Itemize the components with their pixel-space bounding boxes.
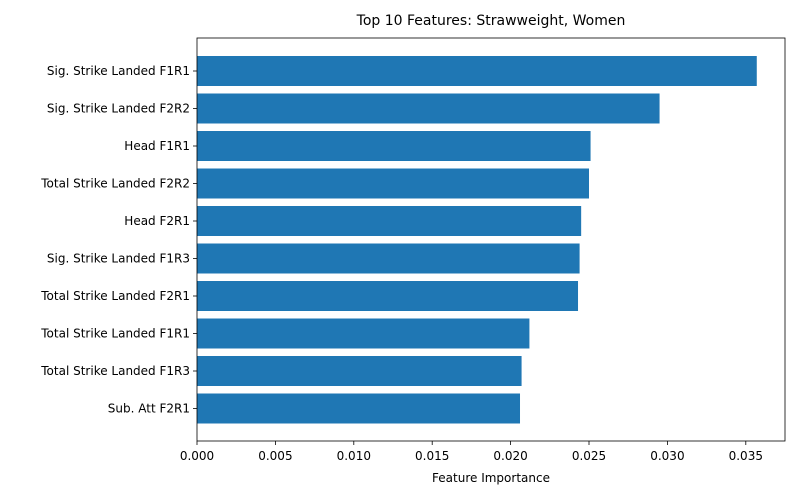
y-tick-label: Total Strike Landed F2R2 (40, 177, 190, 191)
bar (197, 318, 530, 349)
x-tick-label: 0.015 (415, 449, 449, 463)
y-tick-label: Head F1R1 (124, 139, 190, 153)
x-axis-label: Feature Importance (432, 471, 550, 485)
bar (197, 56, 757, 86)
bar (197, 206, 582, 236)
x-tick-label: 0.010 (337, 449, 371, 463)
bars-group (197, 56, 757, 424)
y-tick-label: Sub. Att F2R1 (108, 402, 190, 416)
y-axis: Sig. Strike Landed F1R1 Sig. Strike Lande… (40, 64, 197, 416)
y-tick-label: Sig. Strike Landed F2R2 (47, 102, 190, 116)
x-tick-label: 0.020 (493, 449, 527, 463)
bar (197, 243, 580, 274)
bar (197, 281, 579, 311)
bar (197, 93, 660, 124)
x-tick-label: 0.025 (572, 449, 606, 463)
y-tick-label: Head F2R1 (124, 214, 190, 228)
chart-title: Top 10 Features: Strawweight, Women (356, 13, 626, 29)
bar (197, 131, 591, 161)
y-tick-label: Total Strike Landed F1R3 (40, 364, 190, 378)
bar (197, 168, 589, 199)
bar (197, 356, 522, 386)
x-tick-label: 0.000 (180, 449, 214, 463)
x-tick-label: 0.005 (258, 449, 292, 463)
plot-frame (196, 37, 786, 442)
x-tick-label: 0.035 (729, 449, 763, 463)
y-tick-label: Total Strike Landed F1R1 (40, 327, 190, 341)
y-tick-label: Total Strike Landed F2R1 (40, 289, 190, 303)
x-tick-label: 0.030 (650, 449, 684, 463)
y-tick-label: Sig. Strike Landed F1R3 (47, 252, 190, 266)
x-axis: 0.000 0.005 0.010 0.015 0.020 0.025 0.030 0.035 (180, 441, 763, 463)
bar (197, 393, 521, 424)
y-tick-label: Sig. Strike Landed F1R1 (47, 64, 190, 78)
